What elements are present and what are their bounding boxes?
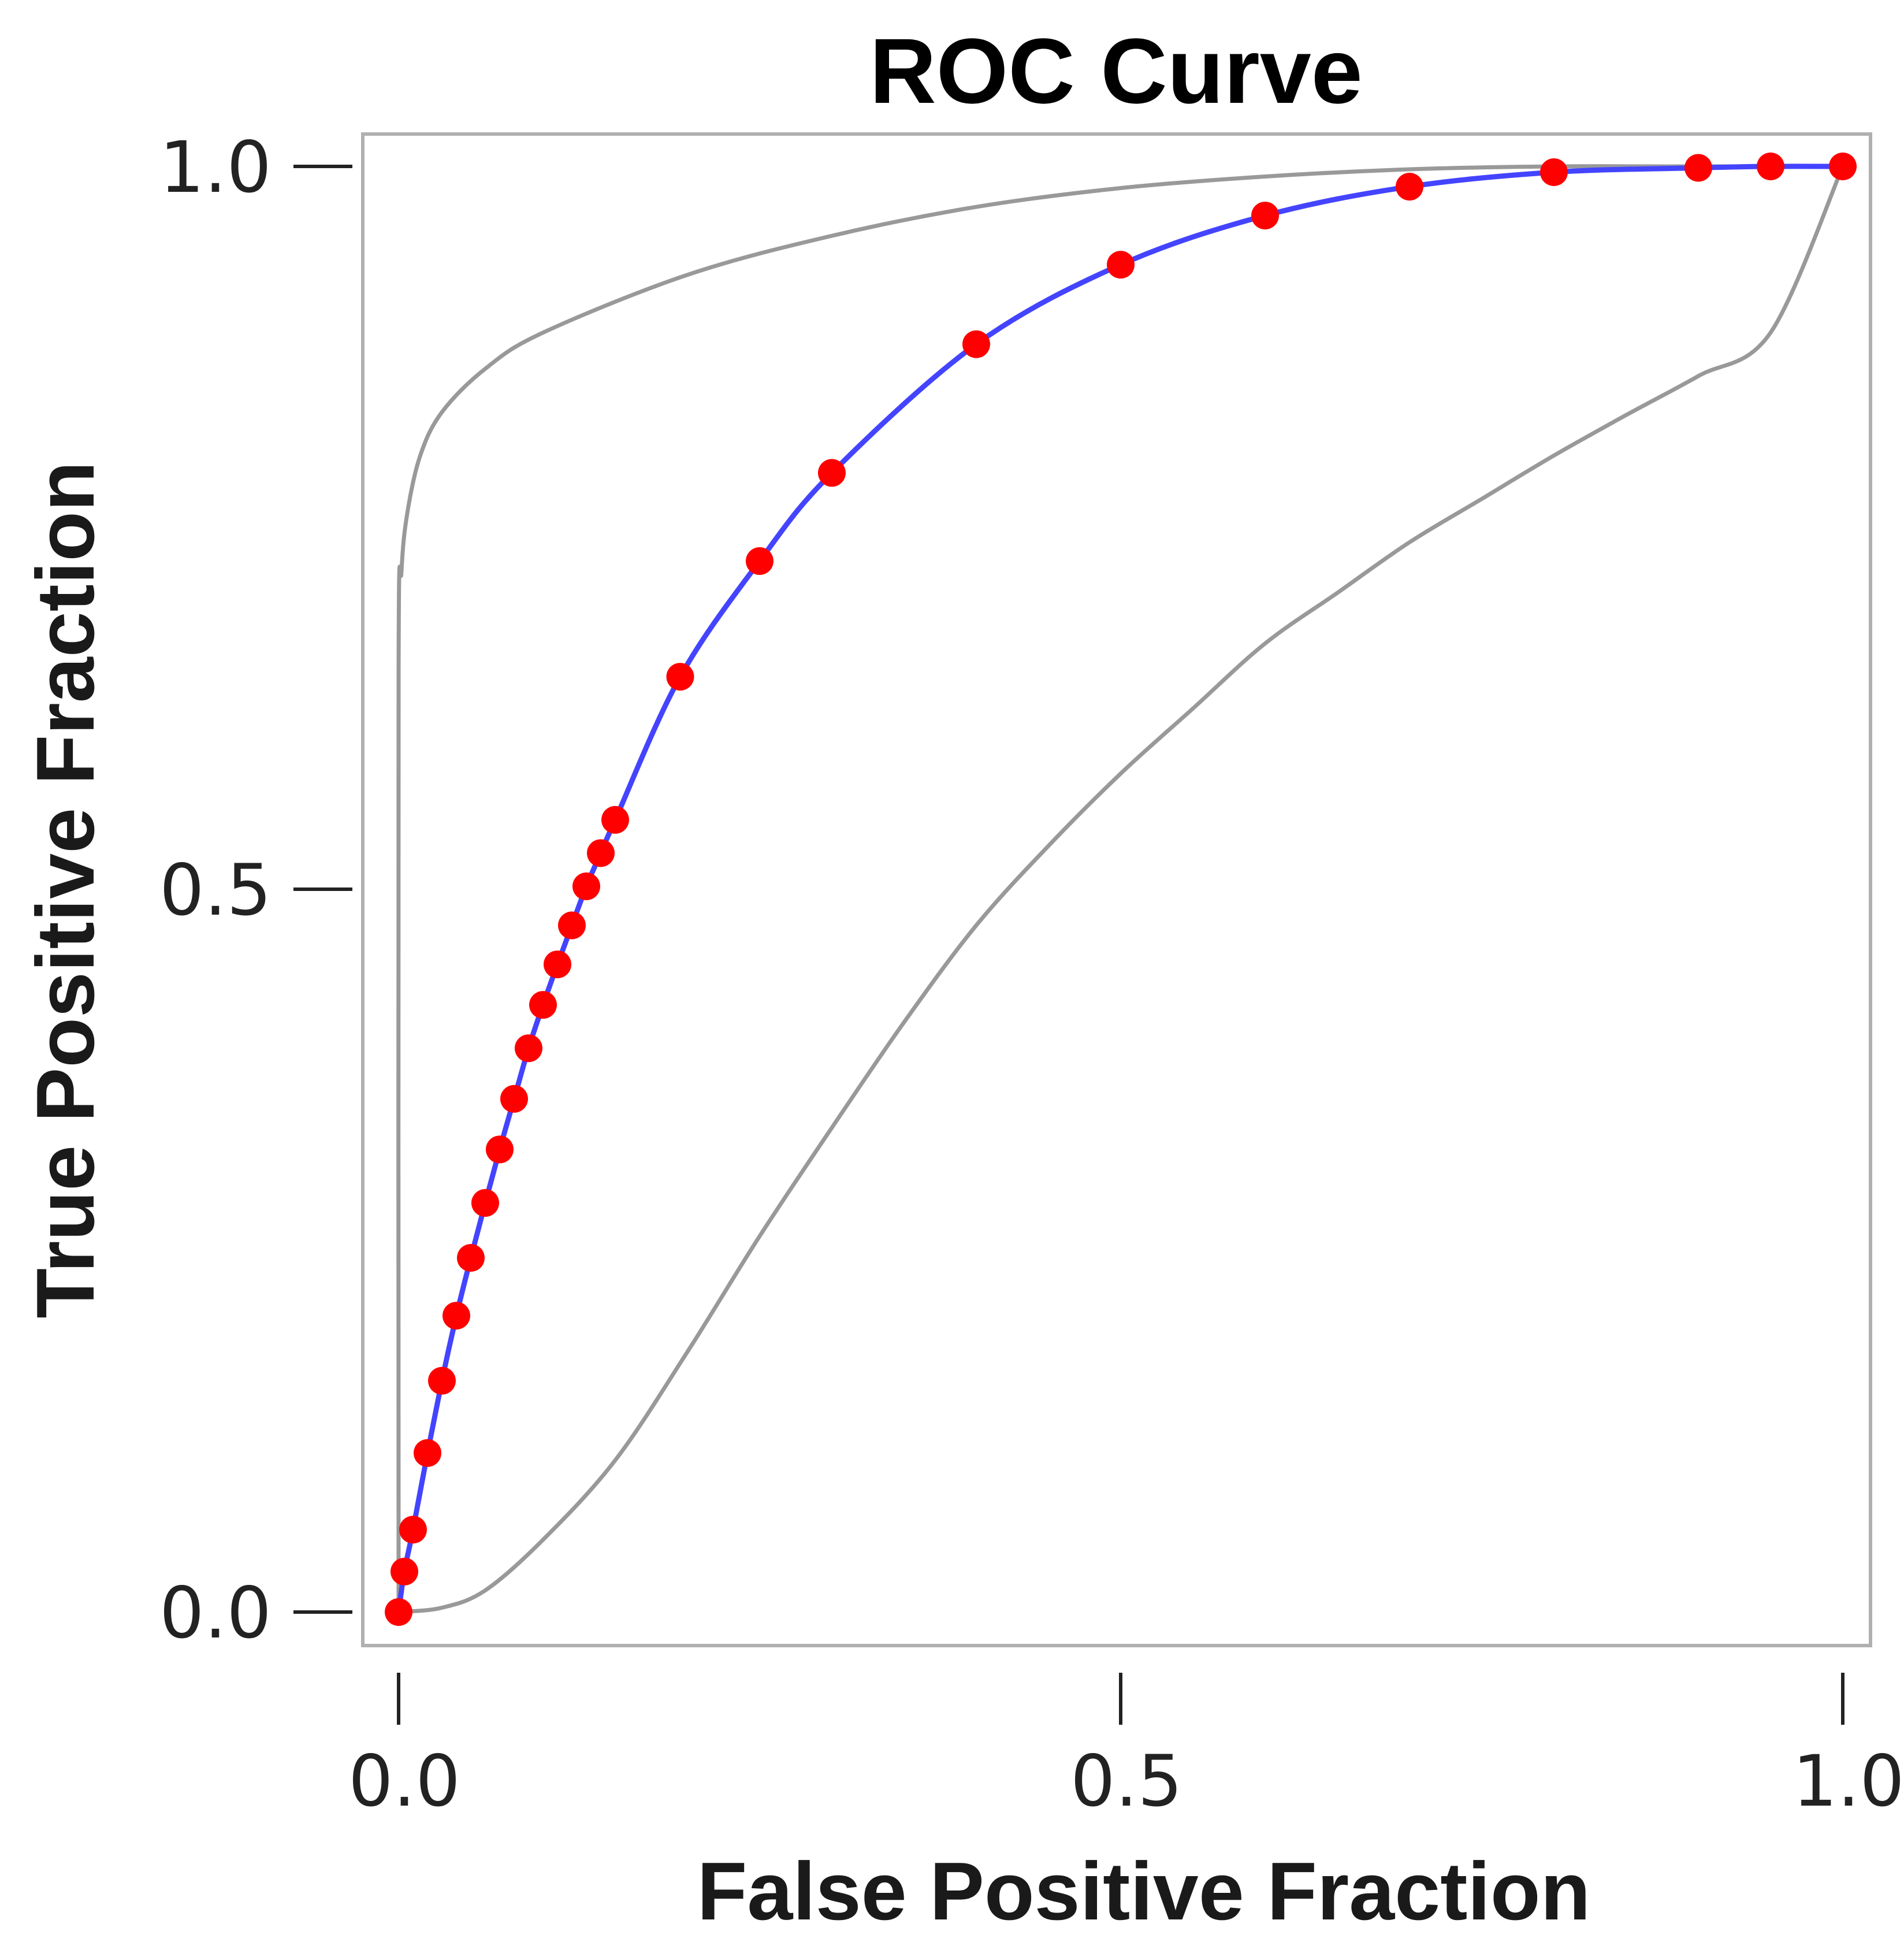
upper-band-line: [396, 164, 1845, 1614]
lower-band-line: [396, 164, 1845, 1614]
roc-point: [515, 1034, 542, 1063]
roc-point: [544, 950, 571, 979]
roc-point: [558, 911, 586, 939]
roc-point: [529, 991, 557, 1019]
roc-point: [385, 1598, 412, 1626]
roc-point: [818, 459, 846, 487]
x-axis-label: False Positive Fraction: [697, 1845, 1591, 1937]
x-tick-label: 0.0: [348, 1740, 460, 1822]
x-tick-label: 1.0: [1793, 1740, 1904, 1822]
plot-frame: [361, 132, 1872, 1647]
chart-title: ROC Curve: [869, 19, 1363, 122]
roc-point: [428, 1366, 456, 1395]
x-tick-label: 0.5: [1070, 1740, 1182, 1822]
roc-point: [471, 1189, 499, 1217]
x-axis-ticks: 0.0 0.5 1.0: [348, 1673, 1904, 1822]
roc-point: [666, 663, 694, 691]
roc-point: [601, 805, 629, 834]
roc-point: [500, 1085, 528, 1113]
marker-layer: [385, 153, 1857, 1626]
roc-point: [1540, 158, 1568, 187]
roc-point: [399, 1516, 427, 1544]
roc-point: [486, 1135, 514, 1164]
roc-point: [457, 1244, 485, 1272]
y-axis-label: True Positive Fraction: [20, 461, 111, 1319]
y-axis-ticks: 0.0 0.5 1.0: [159, 127, 352, 1654]
roc-point: [962, 330, 990, 358]
roc-point: [1684, 154, 1712, 182]
roc-point: [391, 1557, 418, 1585]
roc-point: [442, 1302, 470, 1330]
roc-point: [1757, 153, 1784, 180]
roc-point: [1829, 153, 1857, 180]
roc-point: [1107, 251, 1135, 279]
roc-point: [1251, 202, 1279, 230]
roc-point: [746, 547, 774, 575]
y-tick-label: 1.0: [159, 127, 272, 209]
roc-point: [587, 839, 615, 867]
roc-point: [414, 1439, 441, 1467]
y-tick-label: 0.0: [159, 1572, 272, 1654]
y-tick-label: 0.5: [159, 849, 272, 931]
roc-point: [572, 872, 600, 900]
roc-point: [1396, 173, 1423, 201]
